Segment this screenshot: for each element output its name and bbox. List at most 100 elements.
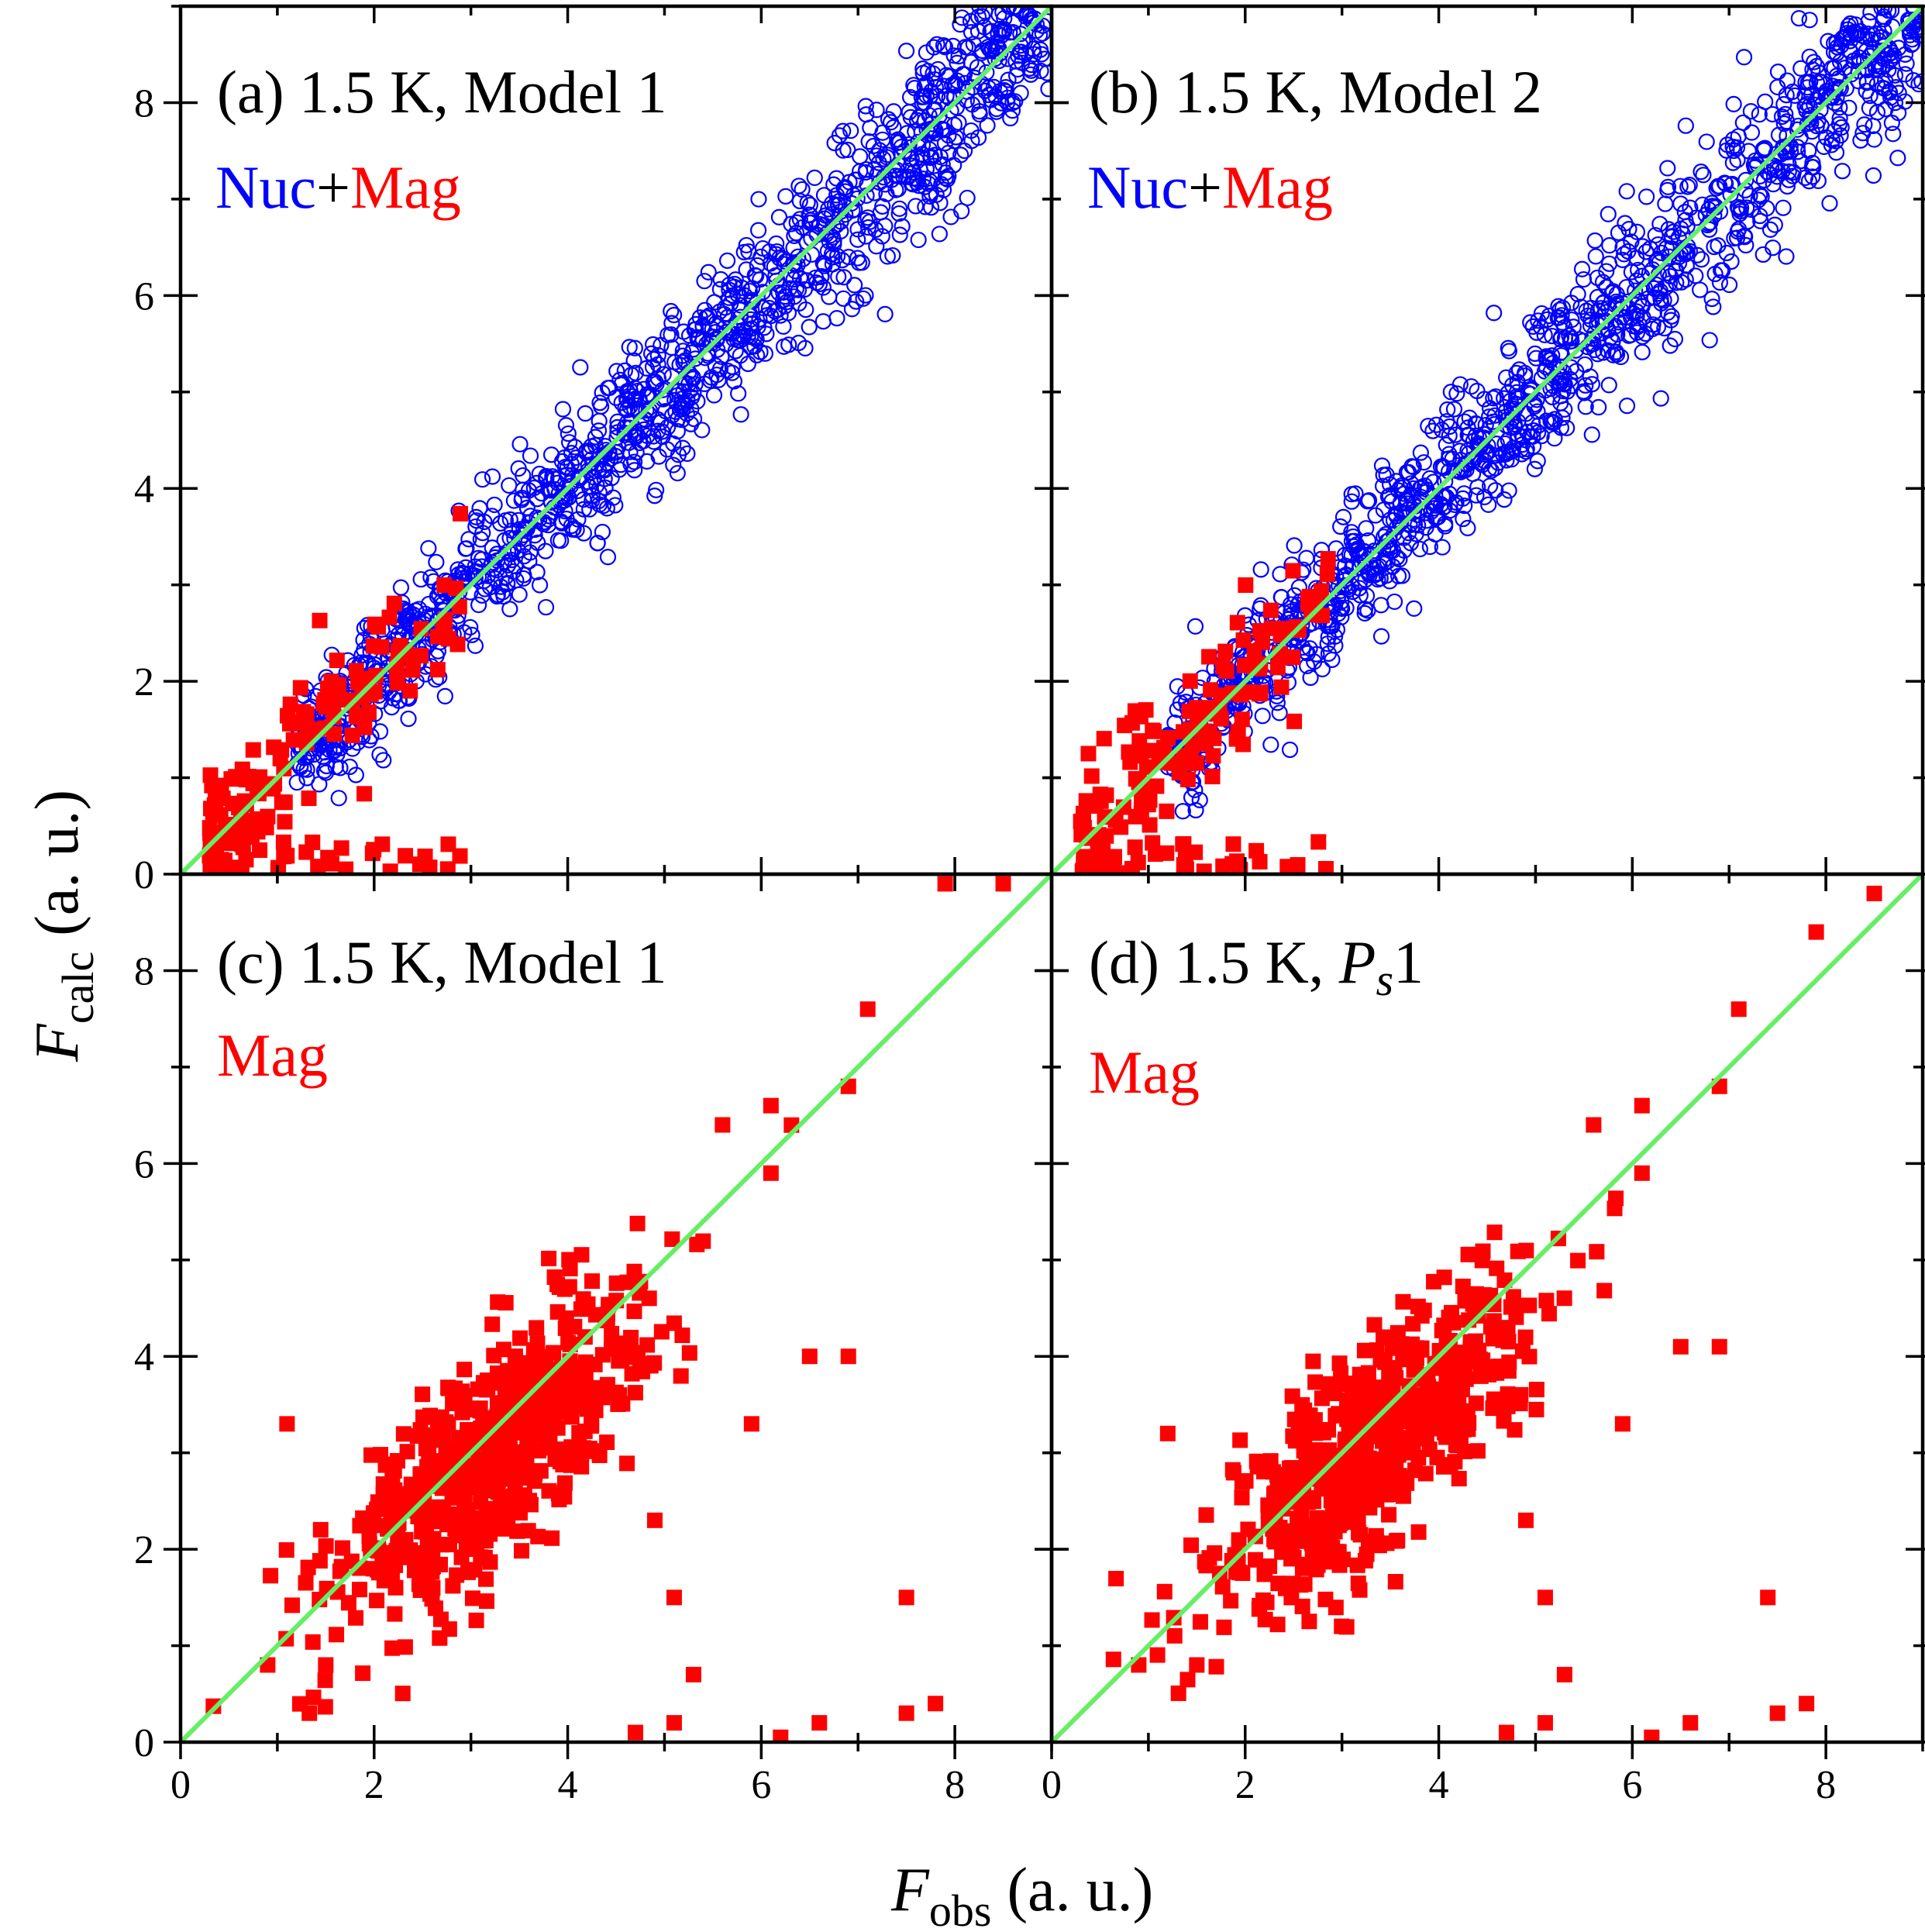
panel-b-nuc-point xyxy=(1851,22,1869,40)
panel-c-mag-point xyxy=(399,1444,415,1460)
panel-a-nuc-point xyxy=(311,776,328,793)
panel-c-y-tick-label: 8 xyxy=(134,949,154,994)
panel-a-nuc-point xyxy=(467,637,484,654)
panel-c-mag-point xyxy=(425,1580,441,1596)
panel-a-nuc-point xyxy=(607,497,624,514)
panel-a-nuc-point xyxy=(591,412,608,429)
panel-d-frame xyxy=(1049,872,1925,1744)
panel-a-nuc-point xyxy=(725,373,743,390)
panel-c-mag-point xyxy=(415,1386,431,1403)
panel-b-nuc-point xyxy=(1663,229,1680,246)
panel-b-mag-point xyxy=(1320,551,1336,567)
panel-b-mag-point xyxy=(1290,856,1306,873)
panel-d-mag-point xyxy=(1489,1260,1505,1276)
panel-a-mag-point xyxy=(338,861,354,874)
panel-b-nuc-point xyxy=(1806,53,1823,71)
panel-b-nuc-point xyxy=(1831,110,1848,127)
panel-a-nuc-point xyxy=(876,305,894,322)
panel-a-y-tick-label: 8 xyxy=(134,81,154,126)
panel-b-nuc-point xyxy=(1600,377,1617,394)
panel-d-mag-point xyxy=(1711,1338,1727,1355)
panel-a-nuc-point xyxy=(842,122,859,139)
panel-a-nuc-point xyxy=(806,169,823,186)
panel-c-mag-point xyxy=(646,1512,663,1528)
panel-b-mag-point xyxy=(1196,863,1212,874)
panel-a-nuc-point xyxy=(708,329,725,347)
panel-d-mag-point xyxy=(1346,1496,1362,1513)
panel-d-mag-point xyxy=(1328,1407,1344,1424)
panel-b-nuc-point xyxy=(1392,494,1409,511)
panel-a-nuc-point xyxy=(428,553,445,570)
panel-d-mag-point xyxy=(1321,1421,1337,1438)
panel-d-title-main: (d) 1.5 K, xyxy=(1089,928,1339,996)
panel-d-mag-point xyxy=(1323,1554,1339,1570)
panel-a-mag-point xyxy=(448,580,464,597)
panel-b-nuc-point xyxy=(1800,173,1817,190)
panel-d-mag-point xyxy=(1353,1372,1369,1388)
panel-b-nuc-point xyxy=(1461,409,1478,426)
panel-c-mag-point xyxy=(436,1426,452,1442)
panel-d-mag-point xyxy=(1359,1546,1375,1562)
panel-c-title: (c) 1.5 K, Model 1 xyxy=(217,928,667,996)
panel-b-nuc-point xyxy=(1875,8,1892,26)
panel-c-mag-point xyxy=(928,1696,944,1712)
panel-b-nuc-point xyxy=(1526,396,1543,413)
panel-b-nuc-point xyxy=(1720,276,1738,294)
panel-c-mag-point xyxy=(464,1590,480,1607)
panel-b-nuc-point xyxy=(1460,426,1477,443)
panel-c-mag-point xyxy=(577,1365,594,1381)
panel-c-mag-point xyxy=(300,1559,316,1576)
panel-b-mag-point xyxy=(1235,632,1252,648)
y-axis-title-units: (a. u.) xyxy=(23,790,91,952)
panel-a-nuc-point xyxy=(675,383,692,400)
panel-d-mag-point xyxy=(1556,1666,1572,1682)
panel-d-mag-point xyxy=(1248,1453,1265,1469)
panel-b-nuc-point xyxy=(1634,343,1651,360)
panel-a-nuc-point xyxy=(412,570,429,588)
panel-d-mag-point xyxy=(1443,1304,1459,1321)
panel-a-nuc-point xyxy=(501,477,518,494)
panel-b-mag-point xyxy=(1096,731,1112,747)
panel-c-mag-point xyxy=(573,1301,589,1317)
panel-d-mag-point xyxy=(1238,1472,1254,1489)
panel-c-mag-point xyxy=(551,1279,567,1295)
panel-d-mag-point xyxy=(1240,1521,1256,1538)
panel-c-mag-point xyxy=(482,1526,498,1542)
panel-b-nuc-point xyxy=(1743,124,1761,141)
panel-a-nuc-point xyxy=(663,302,680,320)
panel-b-nuc-point xyxy=(1398,463,1415,481)
panel-b-nuc-point xyxy=(1910,76,1923,93)
panel-c-mag-point xyxy=(348,1610,364,1626)
panel-a-mag-point xyxy=(412,856,428,873)
panel-b-nuc-point xyxy=(1755,171,1772,189)
panel-c-mag-point xyxy=(394,1686,411,1702)
panel-c-mag-point xyxy=(561,1369,577,1385)
panel-a-nuc-point xyxy=(780,336,797,353)
panel-b-nuc-point xyxy=(1742,103,1759,120)
panel-a-nuc-point xyxy=(938,88,955,105)
panel-b-nuc-point xyxy=(1525,438,1542,455)
panel-a-nuc-point xyxy=(876,217,894,235)
panel-d-mag-point xyxy=(1450,1357,1466,1373)
panel-b-nuc-point xyxy=(1662,337,1679,354)
panel-a-nuc-point xyxy=(950,48,967,65)
panel-a-nuc-point xyxy=(657,402,674,420)
panel-a-nuc-point xyxy=(474,471,491,488)
panel-b-nuc-point xyxy=(1833,119,1850,136)
panel-a-nuc-point xyxy=(572,359,589,376)
panel-b-nuc-point xyxy=(1779,72,1796,89)
panel-a-mag-point xyxy=(252,769,268,785)
panel-d-x-tick-label: 6 xyxy=(1622,1763,1642,1807)
panel-d-mag-point xyxy=(1486,1365,1502,1381)
panel-d-mag-point xyxy=(1528,1401,1544,1417)
panel-c-mag-point xyxy=(329,1627,345,1643)
panel-b-nuc-point xyxy=(1506,418,1524,436)
panel-d-mag-point xyxy=(1159,1425,1176,1441)
panel-b-nuc-point xyxy=(1359,532,1377,549)
panel-a-nuc-point xyxy=(626,462,643,479)
panel-c-mag-point xyxy=(420,1568,436,1584)
panel-d-mag-point xyxy=(1252,1597,1268,1613)
panel-b-nuc-point xyxy=(1582,311,1600,329)
panel-b-nuc-point xyxy=(1634,309,1651,326)
panel-c-mag-point xyxy=(387,1606,403,1622)
